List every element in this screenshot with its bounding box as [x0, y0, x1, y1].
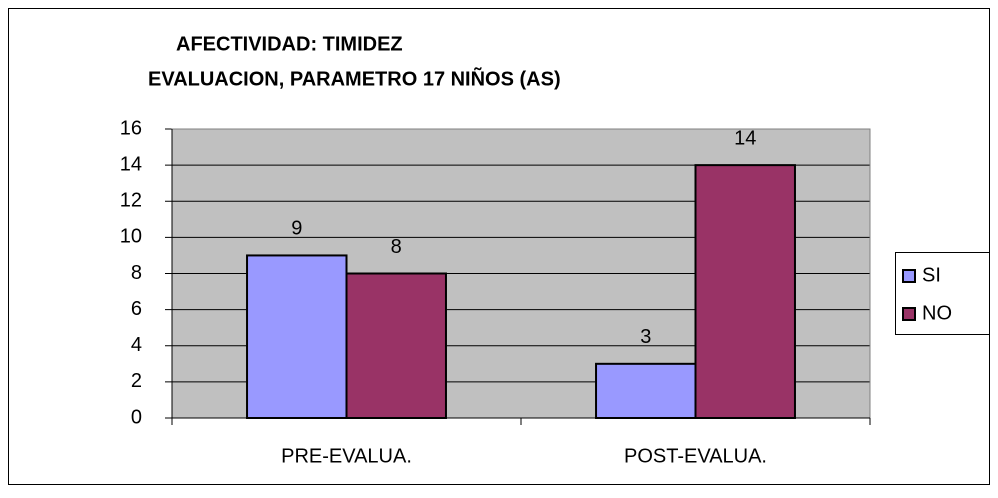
y-tick-label: 12	[120, 190, 142, 212]
bar	[345, 272, 447, 419]
legend-label: NO	[922, 302, 952, 324]
data-label: 8	[391, 236, 402, 258]
bar	[694, 164, 796, 419]
bar	[595, 362, 697, 419]
x-tick-label: PRE-EVALUA.	[281, 445, 412, 467]
y-tick-label: 14	[120, 153, 142, 175]
legend-swatch	[902, 307, 916, 321]
legend-swatch	[902, 269, 916, 283]
y-tick-label: 10	[120, 226, 142, 248]
y-tick-label: 0	[131, 406, 142, 428]
y-tick-label: 16	[120, 117, 142, 139]
legend-label: SI	[922, 264, 941, 286]
bar	[246, 254, 348, 419]
y-tick-label: 8	[131, 262, 142, 284]
y-tick-label: 6	[131, 298, 142, 320]
data-label: 9	[291, 218, 302, 240]
data-label: 14	[734, 127, 756, 149]
chart-title: EVALUACION, PARAMETRO 17 NIÑOS (AS)	[148, 67, 561, 90]
chart-title: AFECTIVIDAD: TIMIDEZ	[176, 33, 403, 55]
x-tick-label: POST-EVALUA.	[624, 445, 767, 467]
data-label: 3	[640, 326, 651, 348]
y-tick-label: 2	[131, 370, 142, 392]
y-tick-label: 4	[131, 334, 142, 356]
